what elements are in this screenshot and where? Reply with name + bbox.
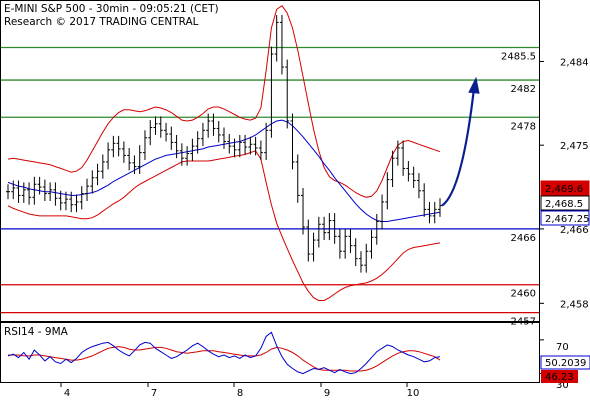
rsi-tick-70: 70: [556, 342, 569, 353]
x-tick-label: 9: [324, 388, 330, 399]
rsi-label: RSI14 - 9MA: [4, 326, 69, 338]
chart-copyright: Research © 2017 TRADING CENTRAL: [4, 16, 199, 28]
price-tags-layer: 2,469.6 2,468.5 2,467.25: [540, 180, 590, 226]
rsi-ma-value: 46.23: [545, 372, 574, 383]
y-tick-label: 2,466: [560, 225, 589, 236]
level-label-2460: 2460: [511, 289, 536, 300]
rsi-layer: [7, 331, 544, 375]
price-tag-box-upper: [540, 180, 590, 196]
rsi-tick-30: 30: [556, 380, 569, 391]
price-tag-box-lower: [540, 210, 590, 226]
price-tag-last: 2,468.5: [545, 199, 583, 210]
x-tick-label: 8: [237, 388, 243, 399]
price-tag-lower: 2,467.25: [545, 214, 590, 225]
level-label-2485.5: 2485.5: [501, 52, 536, 63]
price-tag-box-last: [540, 195, 590, 211]
forecast-arrow-head: [468, 76, 480, 94]
x-tick-label: 7: [151, 388, 157, 399]
y-tick-label: 2,484: [560, 57, 589, 68]
rsi-line: [7, 331, 441, 375]
x-tick-label: 4: [64, 388, 70, 399]
level-label-2482: 2482: [511, 84, 536, 95]
rsi-ma-line: [8, 346, 441, 372]
rsi-panel-frame: [0, 322, 540, 383]
price-tag-upper: 2,469.6: [545, 184, 583, 195]
chart-title: E-MINI S&P 500 - 30min - 09:05:21 (CET): [4, 3, 219, 15]
levels-layer: 2485.5 2482 2478 2466 2460 2457: [1, 46, 539, 328]
level-label-2466: 2466: [511, 233, 536, 244]
x-tick-label: 10: [407, 388, 420, 399]
axis-layer: 2,484 2,475 2,466 2,458 4 7 8 9 10: [60, 57, 589, 399]
rsi-value: 50.2039: [545, 358, 586, 369]
price-layer: [6, 14, 480, 273]
level-label-2478: 2478: [511, 121, 536, 132]
level-label-2457: 2457: [511, 317, 536, 328]
y-tick-label: 2,475: [560, 141, 589, 152]
bollinger-lower-line: [7, 150, 441, 301]
price-panel-frame: [0, 0, 540, 322]
y-tick-label: 2,458: [560, 299, 589, 310]
rsi-ma-value-box: [541, 370, 578, 383]
rsi-value-box: [540, 355, 590, 370]
bollinger-upper-line: [7, 5, 441, 198]
forecast-arrow-line: [441, 88, 476, 207]
